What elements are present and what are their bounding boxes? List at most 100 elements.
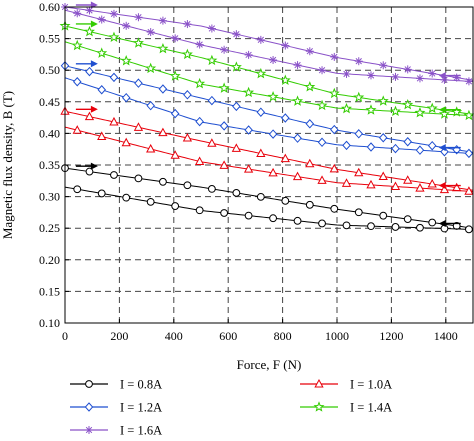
- data-point: [256, 35, 265, 44]
- data-point: [463, 109, 474, 121]
- direction-arrow: [75, 60, 98, 68]
- x-tick-label: 1000: [325, 329, 349, 343]
- data-point: [341, 178, 352, 187]
- data-point: [244, 125, 253, 135]
- data-point: [110, 171, 118, 179]
- unloading-curve: [64, 41, 474, 117]
- data-point: [268, 129, 278, 139]
- x-tick-label: 0: [62, 329, 68, 343]
- data-point: [146, 143, 156, 153]
- data-point: [121, 92, 131, 103]
- data-point: [207, 95, 217, 106]
- direction-arrow: [75, 20, 98, 28]
- y-tick-label: 0.15: [39, 284, 60, 298]
- legend-marker: [85, 426, 93, 434]
- data-point: [403, 175, 413, 184]
- data-point: [145, 62, 157, 74]
- direction-arrow: [438, 106, 461, 114]
- data-point: [428, 69, 437, 78]
- data-point: [305, 200, 314, 209]
- data-point: [232, 101, 241, 112]
- data-point: [440, 75, 449, 84]
- data-point: [390, 181, 401, 191]
- data-point: [342, 69, 351, 78]
- y-tick-label: 0.55: [39, 32, 60, 46]
- data-point: [243, 86, 255, 98]
- legend-entry: I = 1.6A: [70, 424, 162, 438]
- data-point: [232, 188, 241, 197]
- data-point: [158, 16, 167, 25]
- x-tick-label: 1400: [434, 329, 458, 343]
- axis-ticks: 0.10 0.15 0.20 0.25 0.30 0.35 0.40 0.45 0.50 0.55…: [39, 0, 458, 343]
- data-point: [159, 177, 167, 186]
- data-point: [96, 47, 108, 58]
- data-point: [170, 150, 180, 159]
- grid-lines: [65, 7, 473, 323]
- legend-label: I = 1.4A: [350, 401, 392, 415]
- direction-arrow: [438, 219, 461, 227]
- y-tick-label: 0.40: [39, 126, 60, 140]
- data-point: [146, 28, 155, 37]
- data-point: [206, 54, 218, 66]
- series-1: [61, 164, 474, 234]
- data-point: [183, 90, 192, 100]
- data-point: [182, 132, 193, 142]
- data-point: [391, 72, 400, 81]
- data-point: [402, 98, 414, 110]
- legend-label: I = 1.6A: [120, 424, 162, 438]
- data-point: [464, 148, 474, 159]
- data-point: [171, 202, 180, 210]
- legend-marker: [85, 380, 93, 388]
- legend-entry: I = 1.4A: [300, 401, 392, 415]
- y-tick-label: 0.25: [39, 221, 60, 235]
- data-point: [379, 211, 388, 220]
- data-point: [367, 222, 375, 231]
- data-point: [121, 137, 131, 147]
- y-tick-label: 0.30: [39, 190, 60, 204]
- data-point: [157, 42, 169, 54]
- data-point: [194, 156, 205, 165]
- data-point: [72, 125, 82, 134]
- x-tick-label: 1200: [379, 329, 403, 343]
- data-point: [183, 181, 192, 190]
- data-point: [85, 6, 94, 15]
- data-point: [341, 102, 353, 114]
- data-point: [146, 197, 155, 206]
- series-5: [61, 3, 474, 86]
- data-point: [330, 52, 339, 61]
- legend-marker: [313, 401, 325, 412]
- data-point: [97, 131, 107, 140]
- data-point: [415, 145, 425, 155]
- data-point: [354, 167, 364, 177]
- data-point: [134, 78, 143, 88]
- data-point: [426, 102, 438, 114]
- data-point: [465, 225, 473, 234]
- data-point: [451, 106, 463, 117]
- data-point: [169, 70, 181, 81]
- series-2: [60, 106, 474, 195]
- series-3: [60, 61, 474, 159]
- data-point: [207, 184, 216, 193]
- data-point: [133, 122, 144, 131]
- data-point: [316, 99, 328, 111]
- data-point: [279, 74, 291, 85]
- legend-entry: I = 0.8A: [70, 378, 162, 392]
- data-point: [85, 167, 94, 176]
- data-point: [244, 50, 253, 59]
- unloading-curve: [64, 9, 474, 83]
- data-point: [403, 215, 412, 223]
- x-tick-label: 200: [110, 329, 128, 343]
- data-point: [134, 174, 143, 183]
- x-tick-label: 800: [274, 329, 292, 343]
- data-point: [366, 179, 376, 189]
- unloading-curve: [64, 186, 474, 230]
- data-point: [231, 143, 242, 152]
- data-point: [243, 164, 254, 173]
- legend-label: I = 1.2A: [120, 401, 162, 415]
- data-point: [281, 41, 290, 50]
- data-point: [377, 95, 389, 106]
- x-axis-title: Force, F (N): [237, 357, 302, 372]
- data-point: [280, 153, 290, 163]
- data-point: [439, 184, 450, 194]
- data-point: [330, 204, 339, 213]
